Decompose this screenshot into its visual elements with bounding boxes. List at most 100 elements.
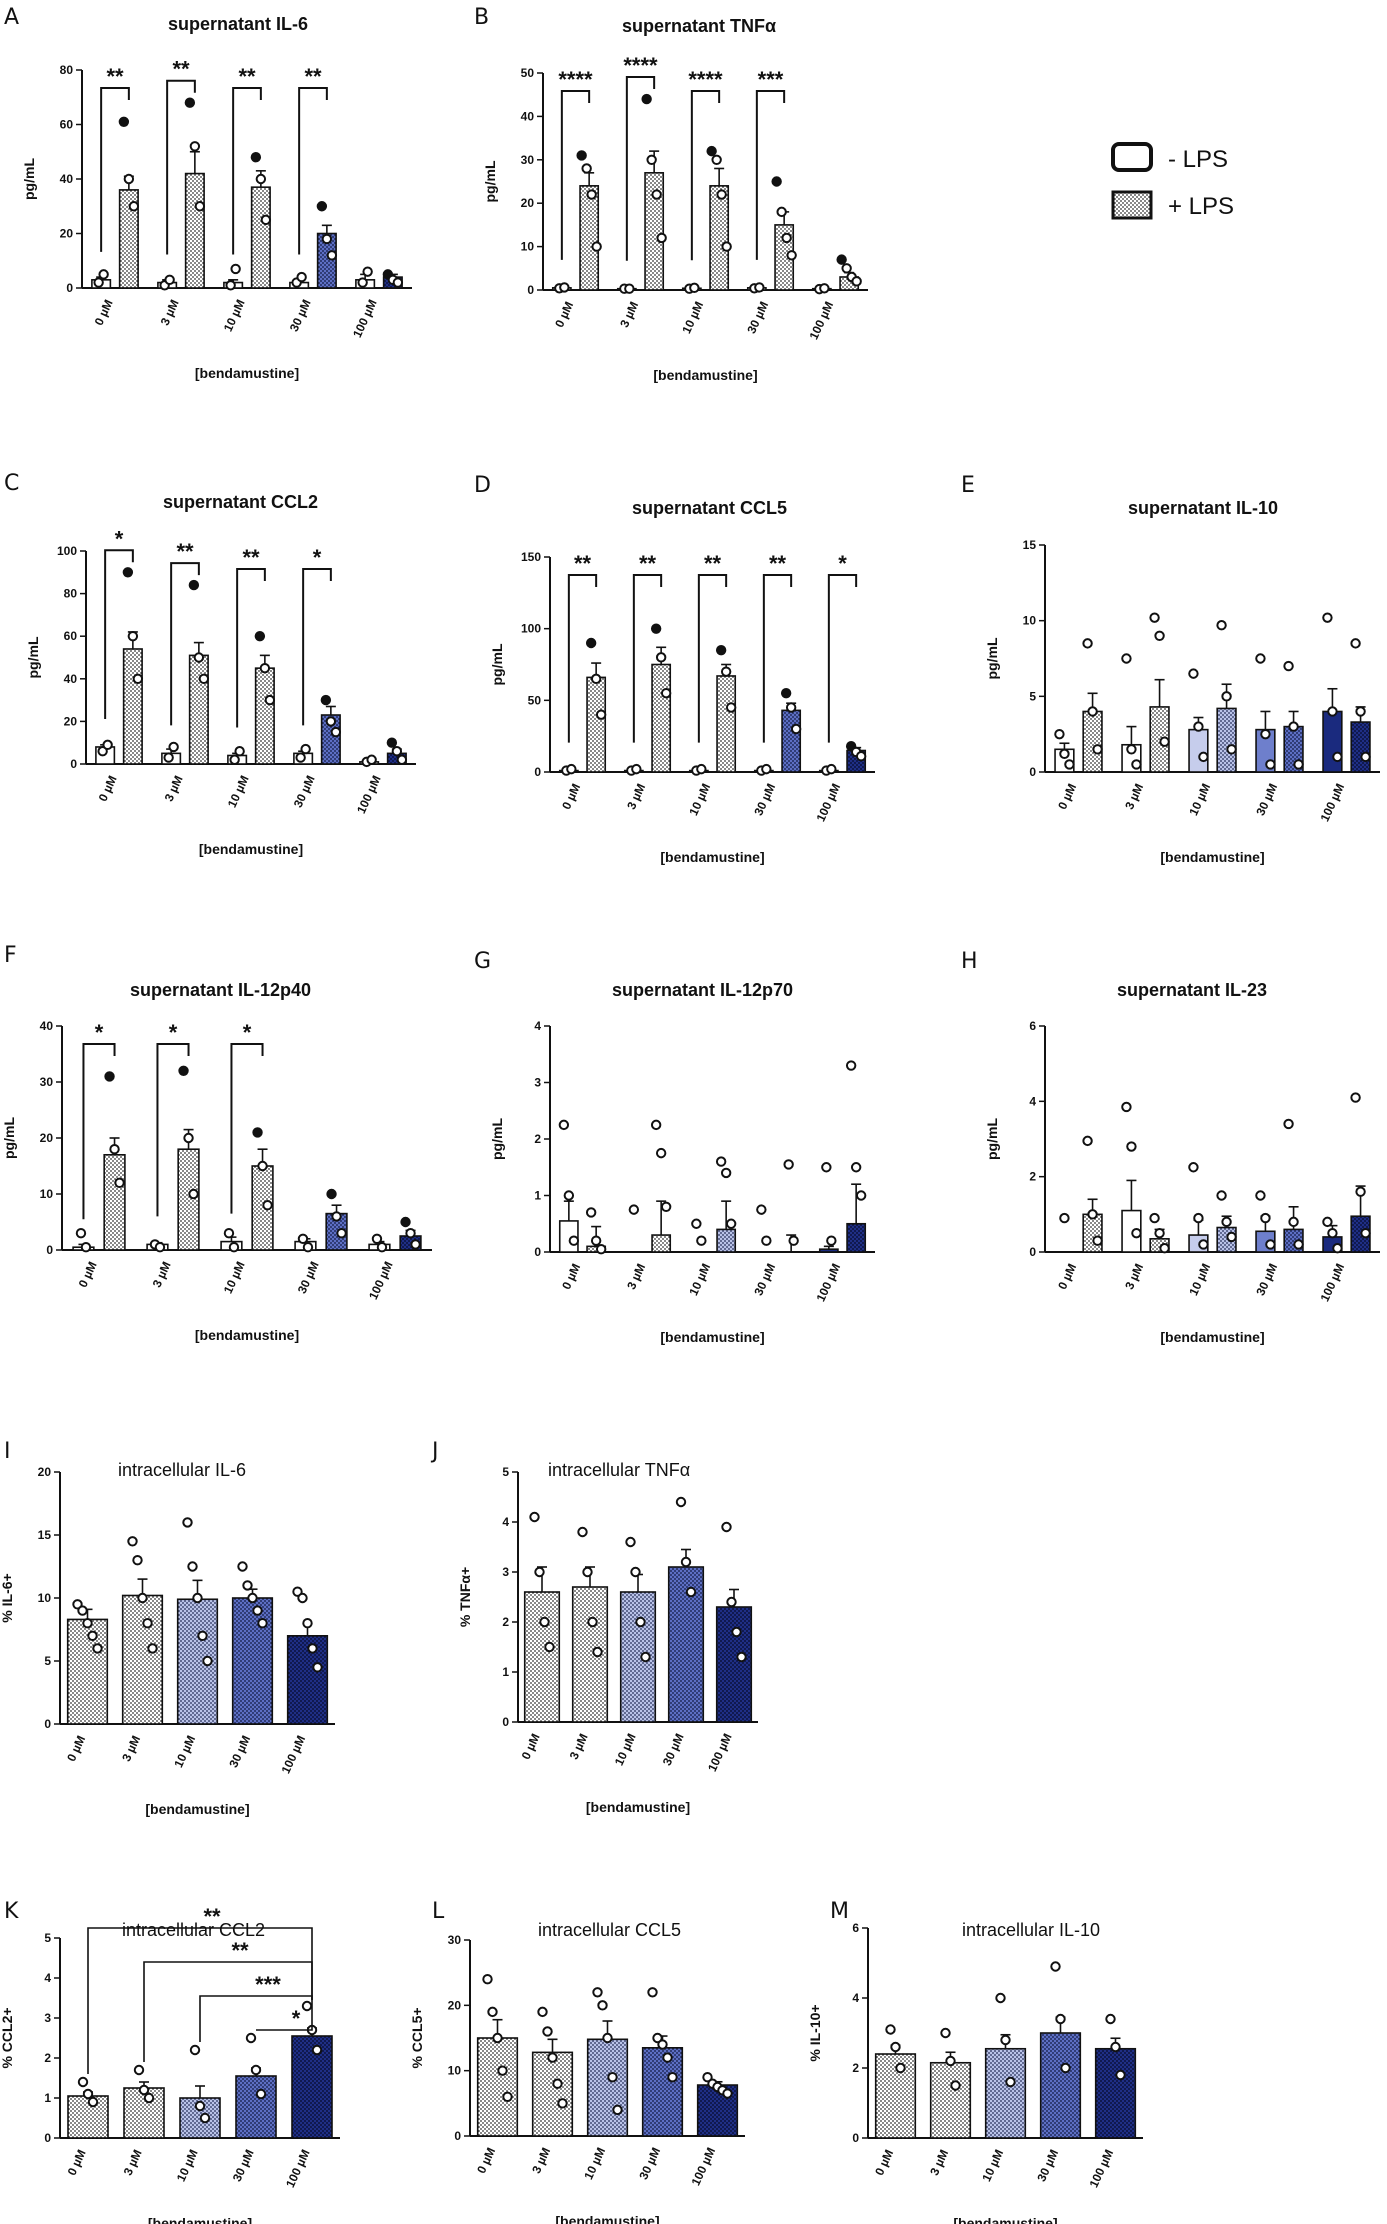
- data-point: [585, 1207, 597, 1218]
- data-point: [392, 277, 404, 288]
- data-point: [655, 1147, 667, 1159]
- data-point: [590, 673, 602, 685]
- x-axis-label: [bendamustine]: [555, 2213, 659, 2224]
- panel-title: intracellular CCL2: [122, 1920, 265, 1940]
- significance-label: **: [704, 551, 722, 576]
- data-point: [585, 637, 597, 649]
- data-point: [228, 1242, 240, 1253]
- data-point: [295, 752, 306, 763]
- significance-bracket: [302, 568, 332, 726]
- data-point: [711, 154, 722, 166]
- x-axis-label: [bendamustine]: [660, 1329, 764, 1345]
- significance-bracket: [230, 1043, 264, 1214]
- significance-label: ****: [558, 67, 593, 92]
- significance-label: ***: [255, 1972, 281, 1997]
- data-point: [252, 1127, 263, 1138]
- data-point: [721, 241, 732, 252]
- data-point: [592, 1646, 603, 1658]
- y-axis-label: pg/mL: [21, 158, 37, 200]
- x-tick-label: 100 µM: [283, 2147, 313, 2189]
- data-point: [529, 1511, 540, 1523]
- data-point: [890, 2041, 901, 2053]
- x-tick-label: 0 µM: [519, 1731, 543, 1761]
- panel-letter: J: [430, 1439, 439, 1464]
- y-tick-label: 10: [38, 1591, 52, 1605]
- data-point: [1193, 721, 1204, 732]
- y-tick-label: 3: [44, 2011, 51, 2025]
- data-point: [102, 739, 113, 751]
- x-tick-label: 30 µM: [660, 1731, 687, 1767]
- data-point: [582, 1566, 593, 1578]
- y-tick-label: 40: [40, 1019, 54, 1033]
- data-point: [689, 282, 700, 294]
- data-point: [656, 232, 667, 244]
- data-point: [1226, 744, 1237, 755]
- data-point: [586, 189, 597, 200]
- bar: [929, 2061, 972, 2139]
- data-point: [826, 763, 837, 775]
- data-point: [1050, 1961, 1061, 1972]
- data-point: [1105, 2013, 1116, 2025]
- data-point: [87, 1630, 98, 1642]
- y-tick-label: 30: [448, 1933, 462, 1947]
- data-point: [92, 1643, 103, 1654]
- bar: [1094, 2047, 1137, 2139]
- x-tick-label: 3 µM: [617, 299, 641, 329]
- data-point: [1092, 744, 1103, 755]
- data-point: [685, 1586, 697, 1598]
- y-tick-label: 0: [1029, 1245, 1036, 1259]
- y-tick-label: 4: [44, 1971, 51, 1985]
- data-point: [154, 1242, 166, 1253]
- data-point: [563, 1190, 575, 1201]
- y-axis-label: pg/mL: [482, 160, 498, 202]
- significance-label: **: [176, 539, 194, 564]
- bar: [531, 2051, 574, 2137]
- bar: [651, 1234, 672, 1253]
- x-tick-label: 30 µM: [751, 781, 778, 817]
- bar: [709, 185, 730, 291]
- y-tick-label: 0: [534, 765, 541, 779]
- bar: [1350, 721, 1371, 773]
- data-point: [1131, 759, 1142, 770]
- y-tick-label: 2: [534, 1132, 541, 1146]
- x-tick-label: 0 µM: [64, 1733, 88, 1763]
- data-point: [1322, 612, 1333, 623]
- data-point: [706, 145, 717, 157]
- data-point: [650, 1119, 662, 1131]
- significance-label: **: [304, 64, 322, 89]
- data-point: [715, 1156, 727, 1167]
- data-point: [1293, 1239, 1304, 1250]
- data-point: [302, 1618, 313, 1629]
- x-tick-label: 100 µM: [689, 2145, 719, 2187]
- data-point: [696, 1235, 707, 1246]
- y-tick-label: 20: [521, 196, 535, 210]
- y-tick-label: 3: [534, 1076, 541, 1090]
- data-point: [1131, 1227, 1142, 1239]
- data-point: [147, 1643, 158, 1654]
- data-point: [1005, 2076, 1016, 2088]
- data-point: [736, 1651, 747, 1663]
- data-point: [821, 1162, 832, 1173]
- x-tick-label: 10 µM: [221, 297, 248, 333]
- y-tick-label: 100: [521, 622, 541, 636]
- panel-letter: G: [474, 949, 491, 974]
- data-point: [255, 173, 267, 185]
- legend-label-minus-lps: - LPS: [1168, 146, 1228, 173]
- data-point: [625, 1536, 636, 1548]
- data-point: [587, 1616, 598, 1628]
- x-axis-label: [bendamustine]: [145, 1801, 249, 1817]
- panel-letter: M: [830, 1899, 849, 1924]
- x-tick-label: 3 µM: [162, 773, 186, 803]
- y-axis-label: pg/mL: [25, 636, 41, 678]
- significance-bracket: [690, 90, 721, 261]
- data-point: [595, 1243, 607, 1255]
- data-point: [1115, 2069, 1126, 2081]
- y-axis-label: pg/mL: [489, 1118, 505, 1160]
- bar: [651, 663, 672, 773]
- significance-bracket: [170, 562, 200, 726]
- data-point: [98, 269, 109, 280]
- data-point: [1059, 748, 1070, 760]
